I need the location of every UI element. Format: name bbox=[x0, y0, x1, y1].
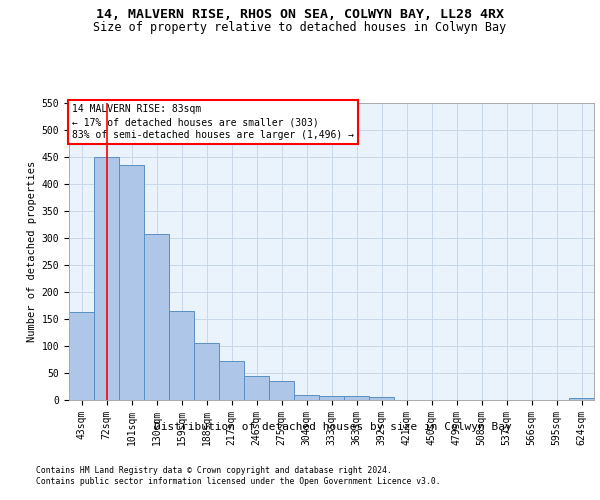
Text: Size of property relative to detached houses in Colwyn Bay: Size of property relative to detached ho… bbox=[94, 21, 506, 34]
Bar bbox=[119, 164, 144, 400]
Text: Distribution of detached houses by size in Colwyn Bay: Distribution of detached houses by size … bbox=[154, 422, 512, 432]
Bar bbox=[269, 381, 294, 400]
Text: Contains HM Land Registry data © Crown copyright and database right 2024.: Contains HM Land Registry data © Crown c… bbox=[36, 466, 392, 475]
Bar bbox=[294, 395, 319, 400]
Bar bbox=[69, 312, 94, 400]
Bar bbox=[244, 376, 269, 400]
Bar bbox=[94, 156, 119, 400]
Text: 14 MALVERN RISE: 83sqm
← 17% of detached houses are smaller (303)
83% of semi-de: 14 MALVERN RISE: 83sqm ← 17% of detached… bbox=[71, 104, 353, 141]
Y-axis label: Number of detached properties: Number of detached properties bbox=[28, 160, 37, 342]
Bar bbox=[344, 396, 369, 400]
Bar bbox=[369, 397, 394, 400]
Bar bbox=[569, 398, 594, 400]
Bar bbox=[169, 310, 194, 400]
Bar bbox=[194, 342, 219, 400]
Bar bbox=[144, 234, 169, 400]
Bar bbox=[319, 396, 344, 400]
Bar bbox=[219, 360, 244, 400]
Text: 14, MALVERN RISE, RHOS ON SEA, COLWYN BAY, LL28 4RX: 14, MALVERN RISE, RHOS ON SEA, COLWYN BA… bbox=[96, 8, 504, 20]
Text: Contains public sector information licensed under the Open Government Licence v3: Contains public sector information licen… bbox=[36, 477, 440, 486]
